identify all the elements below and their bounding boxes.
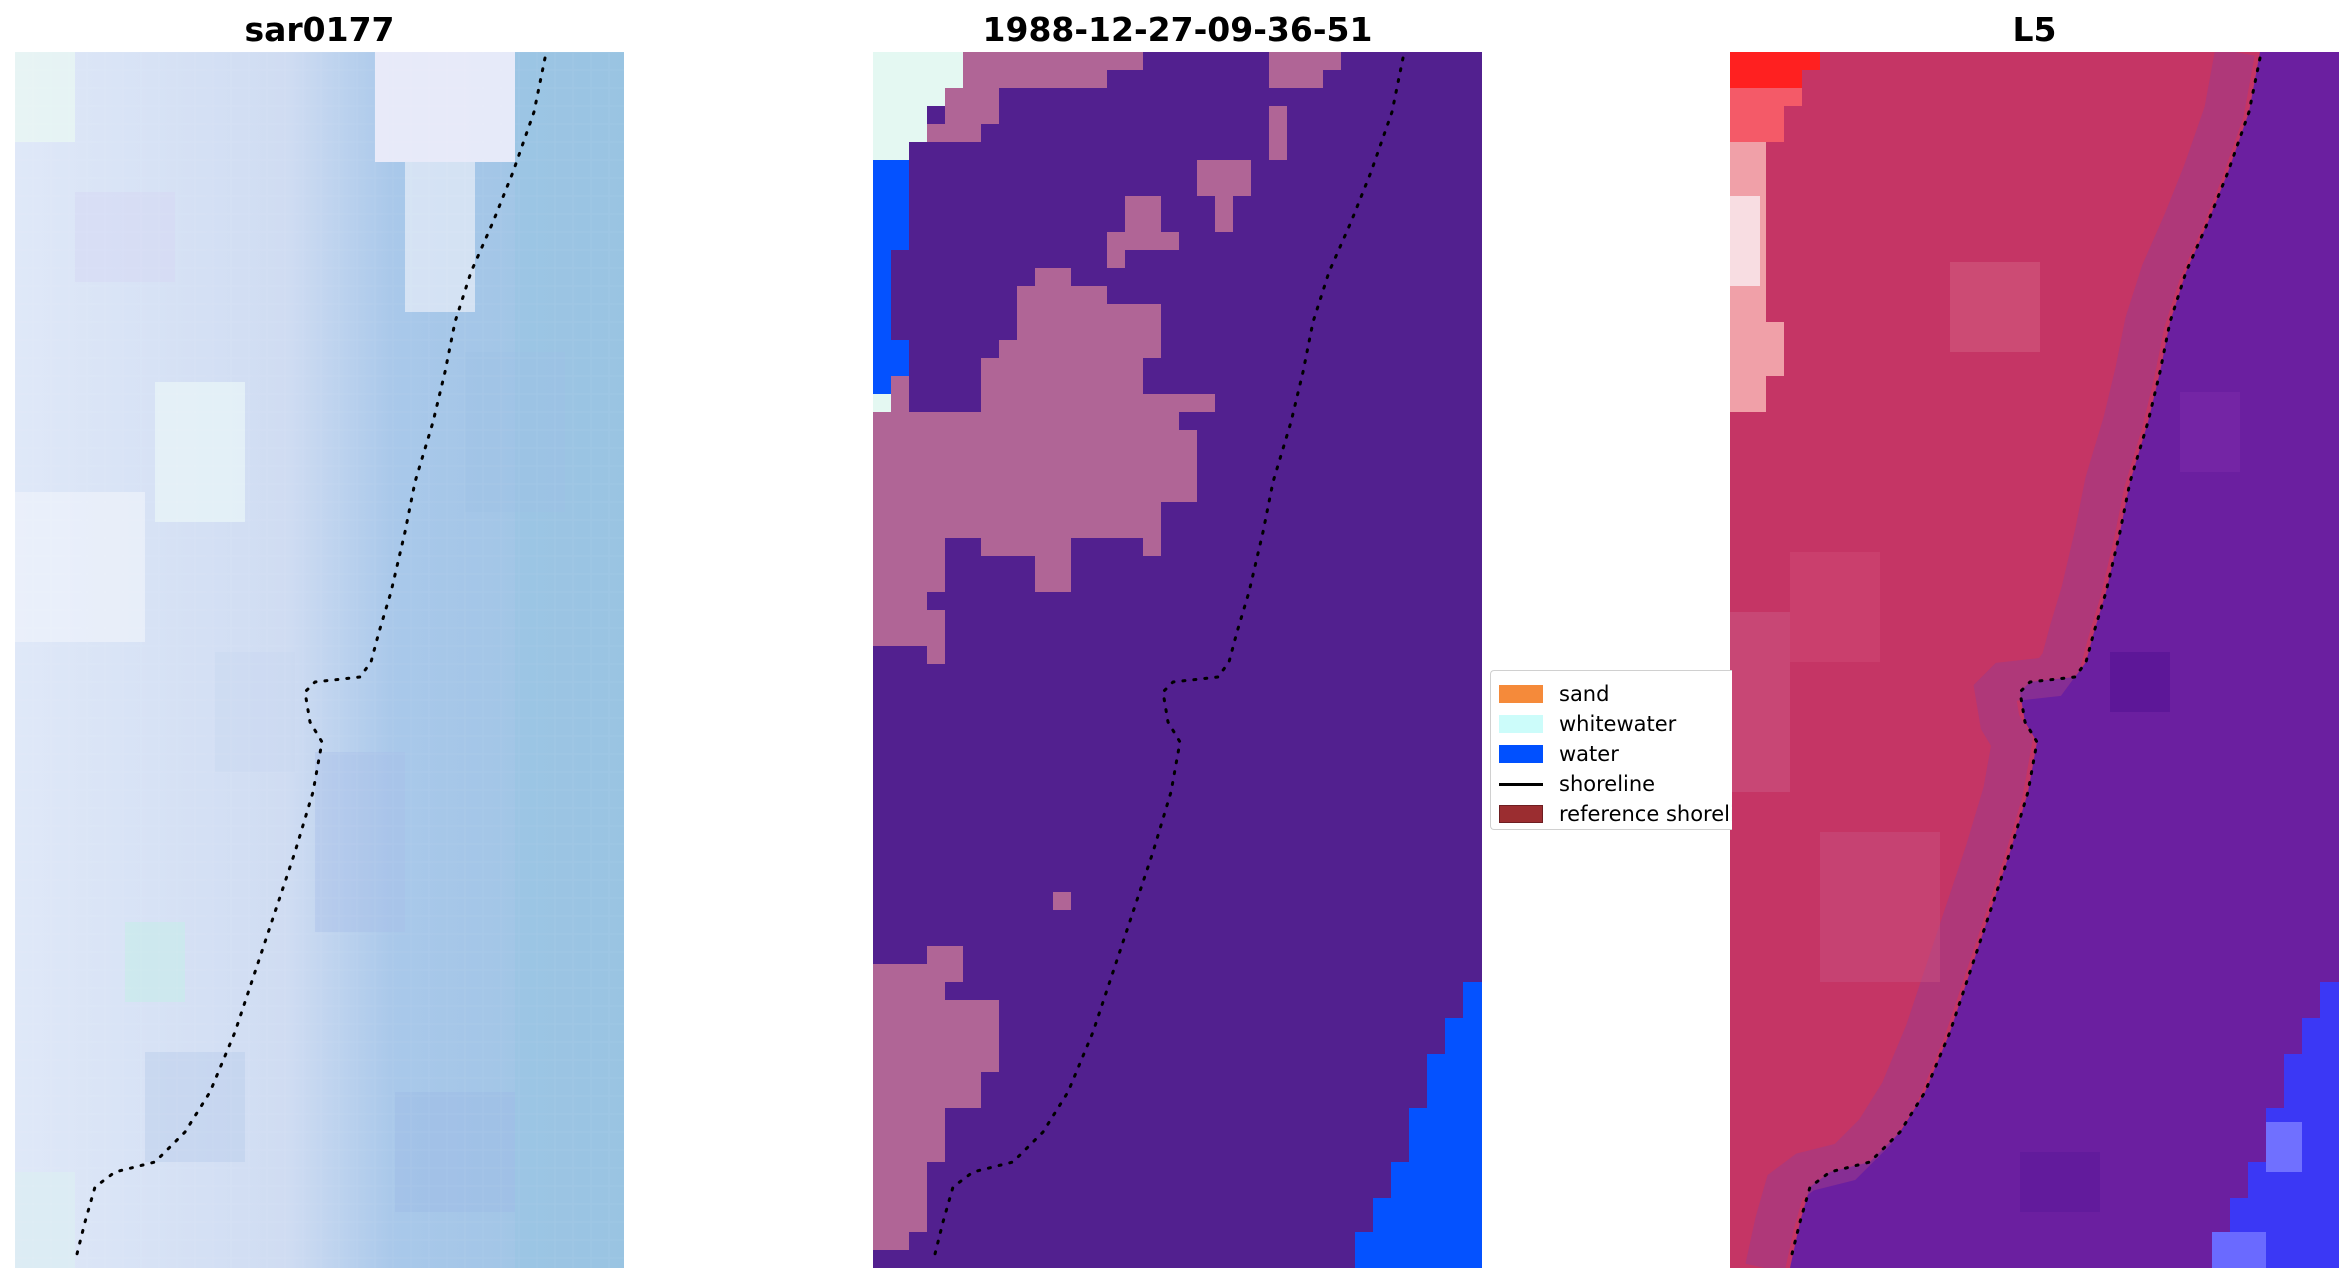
legend: sand whitewater water shoreline referenc… [1490,670,1732,830]
landsat-image [1730,52,2339,1268]
sar-image [15,52,624,1268]
legend-swatch-whitewater [1499,715,1543,733]
legend-label-whitewater: whitewater [1559,712,1677,736]
legend-item-shoreline: shoreline [1499,770,1655,798]
legend-label-water: water [1559,742,1619,766]
legend-swatch-water [1499,745,1543,763]
legend-swatch-reference-shoreline [1499,805,1543,823]
panel-title-classified: 1988-12-27-09-36-51 [982,10,1373,49]
legend-item-whitewater: whitewater [1499,710,1676,738]
legend-item-water: water [1499,740,1619,768]
legend-item-sand: sand [1499,680,1609,708]
sar-image-panel [15,52,624,1268]
classified-image [873,52,1482,1268]
classified-image-panel [873,52,1482,1268]
legend-label-shoreline: shoreline [1559,772,1656,796]
legend-line-shoreline [1499,782,1543,786]
legend-swatch-sand [1499,685,1543,703]
landsat-sea [1790,52,2339,1268]
water-left [873,160,909,412]
legend-label-sand: sand [1559,682,1610,706]
panel-title-sar: sar0177 [244,10,395,49]
water-bottom-right [1355,982,1482,1268]
legend-item-reference-shoreline: reference shoreline [1499,800,1732,828]
panel-title-landsat: L5 [2012,10,2057,49]
landsat-image-panel [1730,52,2339,1268]
legend-label-reference-shoreline: reference shoreline [1559,802,1732,826]
